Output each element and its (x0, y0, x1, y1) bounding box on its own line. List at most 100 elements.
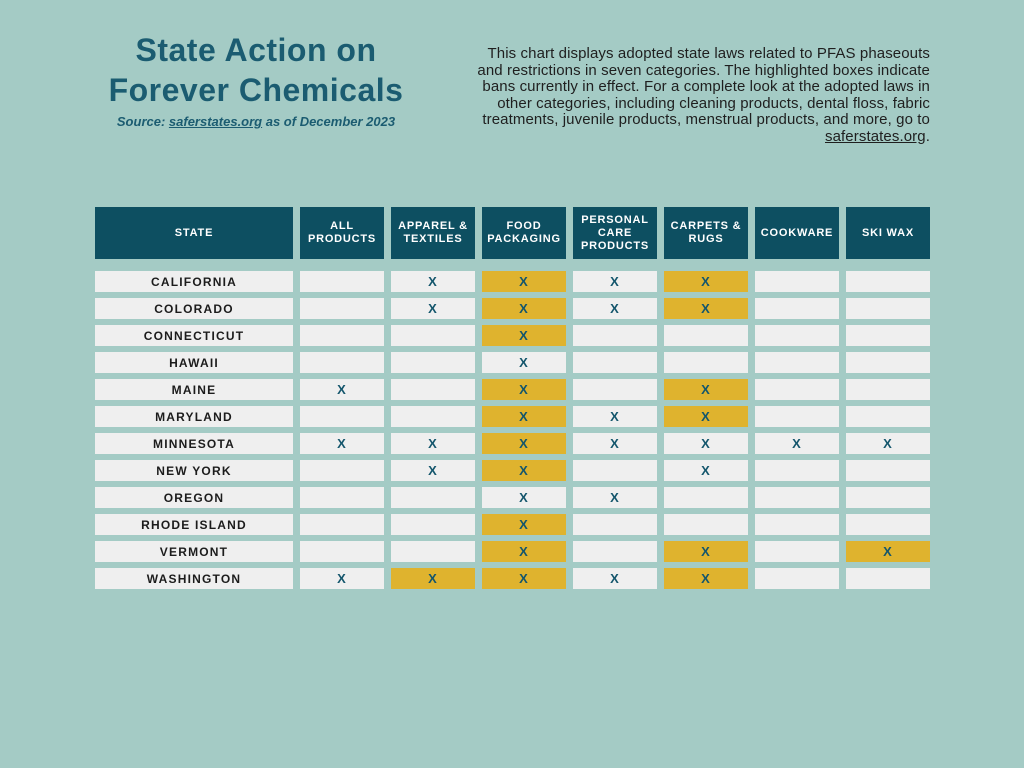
source-line: Source: saferstates.org as of December 2… (56, 114, 456, 129)
empty-cell-oregon-cookware (755, 487, 839, 508)
empty-cell-hawaii-cookware (755, 352, 839, 373)
state-label-california: CALIFORNIA (95, 271, 293, 292)
law-mark-cell-oregon-food-packaging: X (482, 487, 566, 508)
law-mark-cell-minnesota-apparel-textiles: X (391, 433, 475, 454)
table-header-row: STATE ALL PRODUCTS APPAREL & TEXTILES FOOD … (95, 207, 930, 259)
empty-cell-hawaii-all-products (300, 352, 384, 373)
empty-cell-california-cookware (755, 271, 839, 292)
empty-cell-california-ski-wax (846, 271, 930, 292)
empty-cell-oregon-apparel-textiles (391, 487, 475, 508)
ban-in-effect-cell-maine-food-packaging: X (482, 379, 566, 400)
description-text: This chart displays adopted state laws r… (477, 45, 930, 128)
empty-cell-rhode-island-cookware (755, 514, 839, 535)
empty-cell-maryland-ski-wax (846, 406, 930, 427)
pfas-law-table: STATE ALL PRODUCTS APPAREL & TEXTILES FOOD … (95, 207, 930, 589)
empty-cell-vermont-cookware (755, 541, 839, 562)
ban-in-effect-cell-rhode-island-food-packaging: X (482, 514, 566, 535)
empty-cell-new-york-all-products (300, 460, 384, 481)
table-body: CALIFORNIA X X X X COLORADO X X X X CONNECTICUT X HA… (95, 271, 930, 589)
ban-in-effect-cell-connecticut-food-packaging: X (482, 325, 566, 346)
state-label-washington: WASHINGTON (95, 568, 293, 589)
ban-in-effect-cell-colorado-carpets-rugs: X (664, 298, 748, 319)
state-label-colorado: COLORADO (95, 298, 293, 319)
state-label-minnesota: MINNESOTA (95, 433, 293, 454)
title-line-2: Forever Chemicals (108, 72, 404, 108)
state-label-connecticut: CONNECTICUT (95, 325, 293, 346)
empty-cell-connecticut-carpets-rugs (664, 325, 748, 346)
empty-cell-vermont-apparel-textiles (391, 541, 475, 562)
empty-cell-rhode-island-personal-care-products (573, 514, 657, 535)
law-mark-cell-maryland-personal-care-products: X (573, 406, 657, 427)
law-mark-cell-minnesota-carpets-rugs: X (664, 433, 748, 454)
empty-cell-maine-apparel-textiles (391, 379, 475, 400)
ban-in-effect-cell-california-carpets-rugs: X (664, 271, 748, 292)
state-label-maine: MAINE (95, 379, 293, 400)
description-suffix: . (925, 127, 930, 145)
empty-cell-new-york-ski-wax (846, 460, 930, 481)
column-header-all-products: ALL PRODUCTS (300, 207, 384, 259)
source-suffix: as of December 2023 (262, 114, 396, 129)
empty-cell-hawaii-ski-wax (846, 352, 930, 373)
law-mark-cell-colorado-personal-care-products: X (573, 298, 657, 319)
empty-cell-hawaii-apparel-textiles (391, 352, 475, 373)
empty-cell-new-york-cookware (755, 460, 839, 481)
ban-in-effect-cell-new-york-food-packaging: X (482, 460, 566, 481)
empty-cell-rhode-island-carpets-rugs (664, 514, 748, 535)
title-block: State Action on Forever Chemicals Source:… (56, 30, 456, 129)
state-label-maryland: MARYLAND (95, 406, 293, 427)
empty-cell-california-all-products (300, 271, 384, 292)
empty-cell-oregon-all-products (300, 487, 384, 508)
description-link[interactable]: saferstates.org (825, 127, 926, 145)
empty-cell-vermont-all-products (300, 541, 384, 562)
title-line-1: State Action on (135, 32, 377, 68)
empty-cell-washington-cookware (755, 568, 839, 589)
law-mark-cell-new-york-apparel-textiles: X (391, 460, 475, 481)
ban-in-effect-cell-washington-apparel-textiles: X (391, 568, 475, 589)
ban-in-effect-cell-maryland-carpets-rugs: X (664, 406, 748, 427)
law-mark-cell-maine-all-products: X (300, 379, 384, 400)
law-mark-cell-minnesota-ski-wax: X (846, 433, 930, 454)
law-mark-cell-minnesota-all-products: X (300, 433, 384, 454)
empty-cell-oregon-ski-wax (846, 487, 930, 508)
empty-cell-vermont-personal-care-products (573, 541, 657, 562)
law-mark-cell-california-apparel-textiles: X (391, 271, 475, 292)
law-mark-cell-new-york-carpets-rugs: X (664, 460, 748, 481)
empty-cell-maine-ski-wax (846, 379, 930, 400)
state-label-oregon: OREGON (95, 487, 293, 508)
ban-in-effect-cell-vermont-food-packaging: X (482, 541, 566, 562)
empty-cell-oregon-carpets-rugs (664, 487, 748, 508)
column-header-food-packaging: FOOD PACKAGING (482, 207, 566, 259)
empty-cell-maryland-cookware (755, 406, 839, 427)
empty-cell-rhode-island-apparel-textiles (391, 514, 475, 535)
empty-cell-connecticut-cookware (755, 325, 839, 346)
empty-cell-maryland-apparel-textiles (391, 406, 475, 427)
column-header-apparel-textiles: APPAREL & TEXTILES (391, 207, 475, 259)
source-prefix: Source: (116, 114, 169, 129)
ban-in-effect-cell-maine-carpets-rugs: X (664, 379, 748, 400)
empty-cell-rhode-island-ski-wax (846, 514, 930, 535)
empty-cell-maryland-all-products (300, 406, 384, 427)
law-mark-cell-washington-all-products: X (300, 568, 384, 589)
empty-cell-colorado-ski-wax (846, 298, 930, 319)
law-mark-cell-minnesota-cookware: X (755, 433, 839, 454)
state-label-rhode-island: RHODE ISLAND (95, 514, 293, 535)
empty-cell-new-york-personal-care-products (573, 460, 657, 481)
empty-cell-rhode-island-all-products (300, 514, 384, 535)
ban-in-effect-cell-washington-carpets-rugs: X (664, 568, 748, 589)
state-label-vermont: VERMONT (95, 541, 293, 562)
ban-in-effect-cell-vermont-carpets-rugs: X (664, 541, 748, 562)
law-mark-cell-colorado-apparel-textiles: X (391, 298, 475, 319)
empty-cell-connecticut-apparel-textiles (391, 325, 475, 346)
ban-in-effect-cell-minnesota-food-packaging: X (482, 433, 566, 454)
empty-cell-colorado-cookware (755, 298, 839, 319)
empty-cell-hawaii-personal-care-products (573, 352, 657, 373)
source-link[interactable]: saferstates.org (168, 114, 263, 129)
law-mark-cell-washington-personal-care-products: X (573, 568, 657, 589)
empty-cell-colorado-all-products (300, 298, 384, 319)
law-mark-cell-oregon-personal-care-products: X (573, 487, 657, 508)
column-header-personal-care-products: PERSONAL CARE PRODUCTS (573, 207, 657, 259)
empty-cell-connecticut-personal-care-products (573, 325, 657, 346)
ban-in-effect-cell-vermont-ski-wax: X (846, 541, 930, 562)
ban-in-effect-cell-colorado-food-packaging: X (482, 298, 566, 319)
